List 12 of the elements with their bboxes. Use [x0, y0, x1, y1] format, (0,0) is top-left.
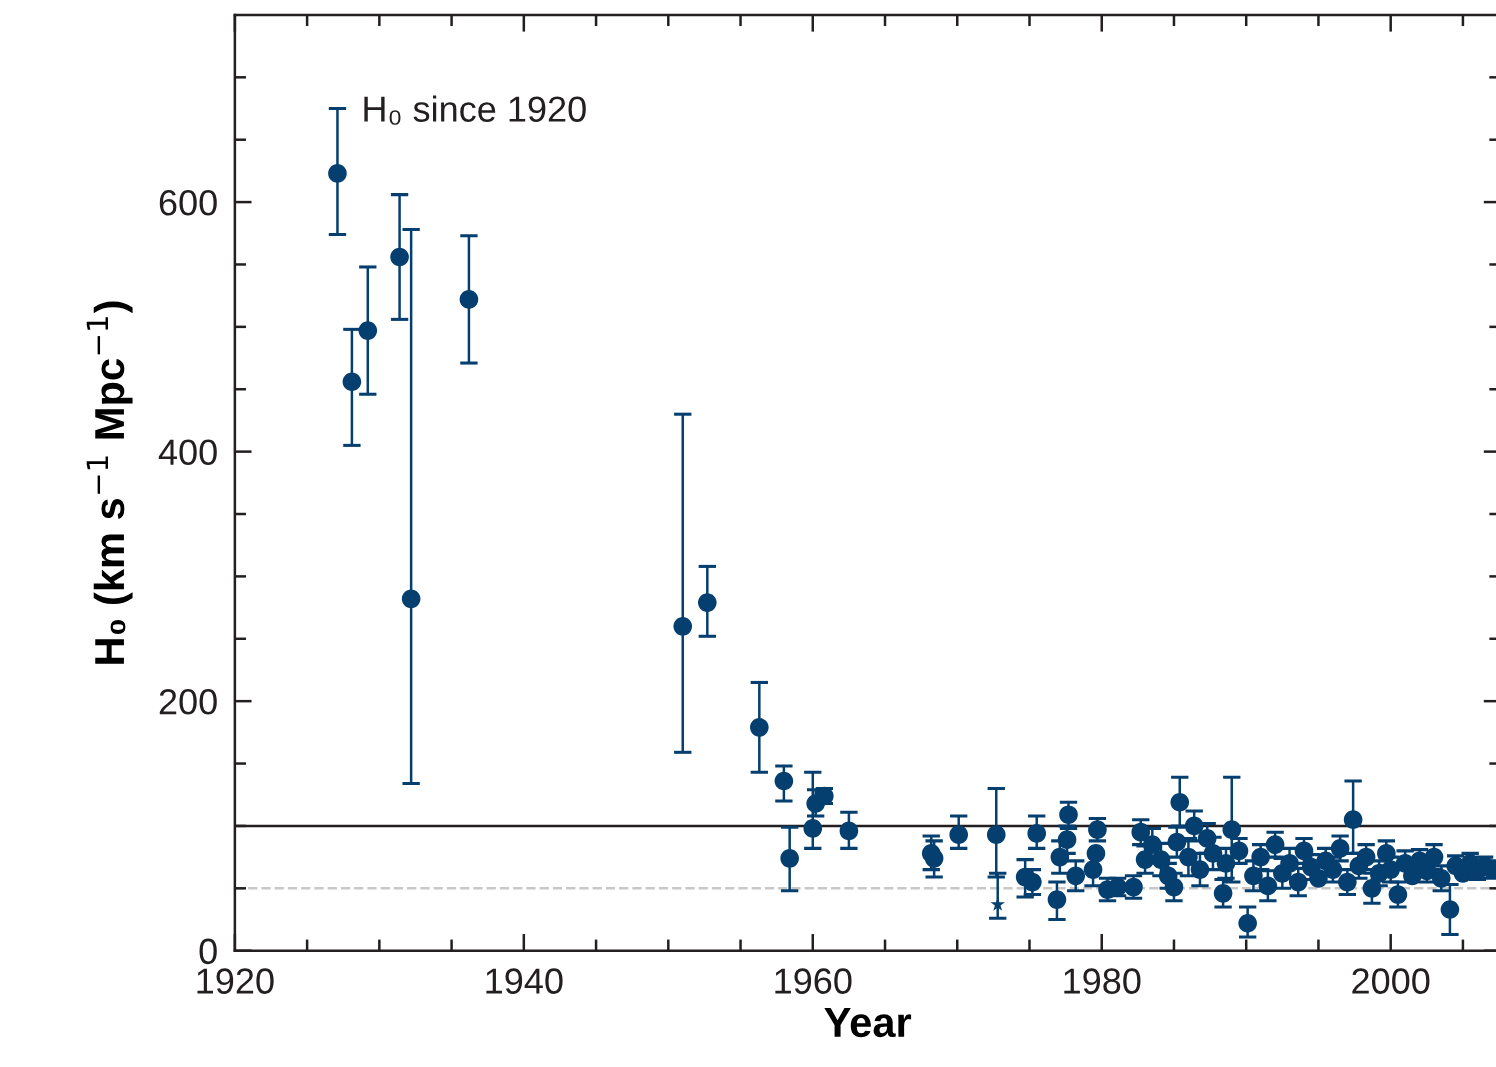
y-tick-label: 400 — [158, 439, 217, 466]
annotation: H₀ since 1920 — [364, 95, 586, 125]
x-axis-title: Year — [824, 1008, 912, 1038]
y-tick-label: 0 — [199, 938, 217, 965]
x-tick-label: 2000 — [1352, 968, 1430, 994]
x-tick-label: 1960 — [775, 968, 852, 994]
x-tick-label: 1940 — [486, 968, 563, 994]
x-tick-label: 1920 — [197, 968, 274, 994]
y-axis-title: H₀ (km s$^{−1}$ Mpc$^{−1}$) — [86, 301, 133, 664]
x-tick-label: 1980 — [1064, 968, 1141, 994]
y-tick-label: 600 — [159, 189, 217, 216]
y-tick-label: 200 — [159, 689, 217, 715]
